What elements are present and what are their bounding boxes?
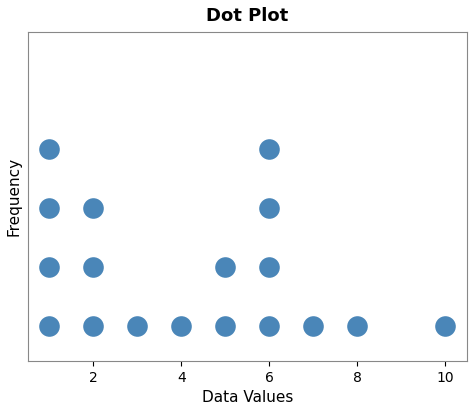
Point — [265, 264, 273, 270]
Point — [265, 205, 273, 211]
Point — [46, 146, 53, 153]
Point — [265, 322, 273, 329]
Point — [46, 322, 53, 329]
Point — [221, 264, 229, 270]
Title: Dot Plot: Dot Plot — [206, 7, 288, 25]
Point — [354, 322, 361, 329]
Point — [46, 264, 53, 270]
Point — [310, 322, 317, 329]
Point — [90, 205, 97, 211]
Point — [221, 322, 229, 329]
X-axis label: Data Values: Data Values — [201, 390, 293, 405]
Point — [441, 322, 449, 329]
Point — [265, 146, 273, 153]
Point — [46, 205, 53, 211]
Point — [90, 322, 97, 329]
Point — [90, 264, 97, 270]
Y-axis label: Frequency: Frequency — [7, 157, 22, 236]
Point — [178, 322, 185, 329]
Point — [134, 322, 141, 329]
